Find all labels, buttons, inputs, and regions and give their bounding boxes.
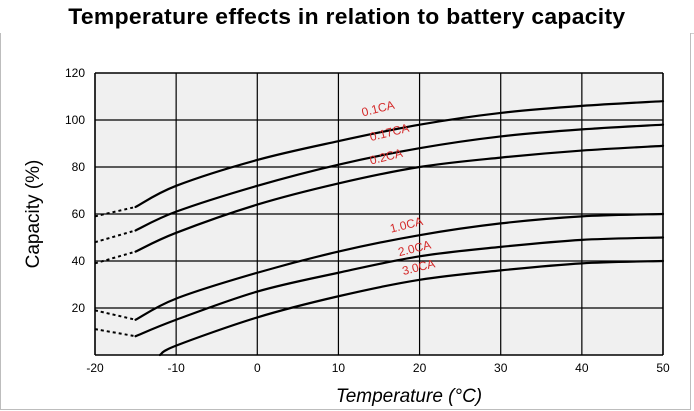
x-axis-label: Temperature (°C) [336, 386, 482, 407]
tick-labels: -20 -10 0 10 20 30 40 50 20 40 60 80 100 120 [65, 66, 670, 375]
chart-frame: 0.1CA 0.17CA 0.2CA 1.0CA 2.0CA 3.0CA -20 -10 0 1… [0, 33, 691, 410]
series-dashed-segment [94, 205, 136, 218]
curves [94, 100, 665, 357]
y-tick-label: 40 [72, 254, 86, 268]
x-tick-label: 50 [656, 361, 670, 375]
series-dashed-segment [94, 328, 136, 338]
series-line [134, 144, 665, 253]
x-tick-label: 10 [332, 361, 346, 375]
series-dashed-segment [94, 229, 136, 244]
series-line [134, 100, 665, 209]
series-line [158, 259, 665, 357]
y-tick-label: 80 [72, 160, 86, 174]
series-dashed-segment [94, 309, 136, 321]
x-tick-label: 20 [413, 361, 427, 375]
series-line [134, 123, 665, 232]
x-tick-label: 0 [254, 361, 261, 375]
chart-title-bar: Temperature effects in relation to batte… [0, 0, 694, 34]
series-line [134, 212, 665, 321]
grid [94, 72, 664, 356]
chart-title: Temperature effects in relation to batte… [68, 3, 626, 29]
x-tick-label: 30 [494, 361, 508, 375]
y-tick-label: 100 [65, 113, 85, 127]
y-tick-label: 120 [65, 66, 85, 80]
series-dashed-segment [94, 250, 136, 265]
y-tick-label: 60 [72, 207, 86, 221]
x-tick-label: -10 [167, 361, 185, 375]
y-axis-label: Capacity (%) [23, 160, 44, 269]
x-tick-label: -20 [86, 361, 104, 375]
y-tick-label: 20 [72, 301, 86, 315]
series-line [134, 236, 665, 338]
x-tick-label: 40 [575, 361, 589, 375]
